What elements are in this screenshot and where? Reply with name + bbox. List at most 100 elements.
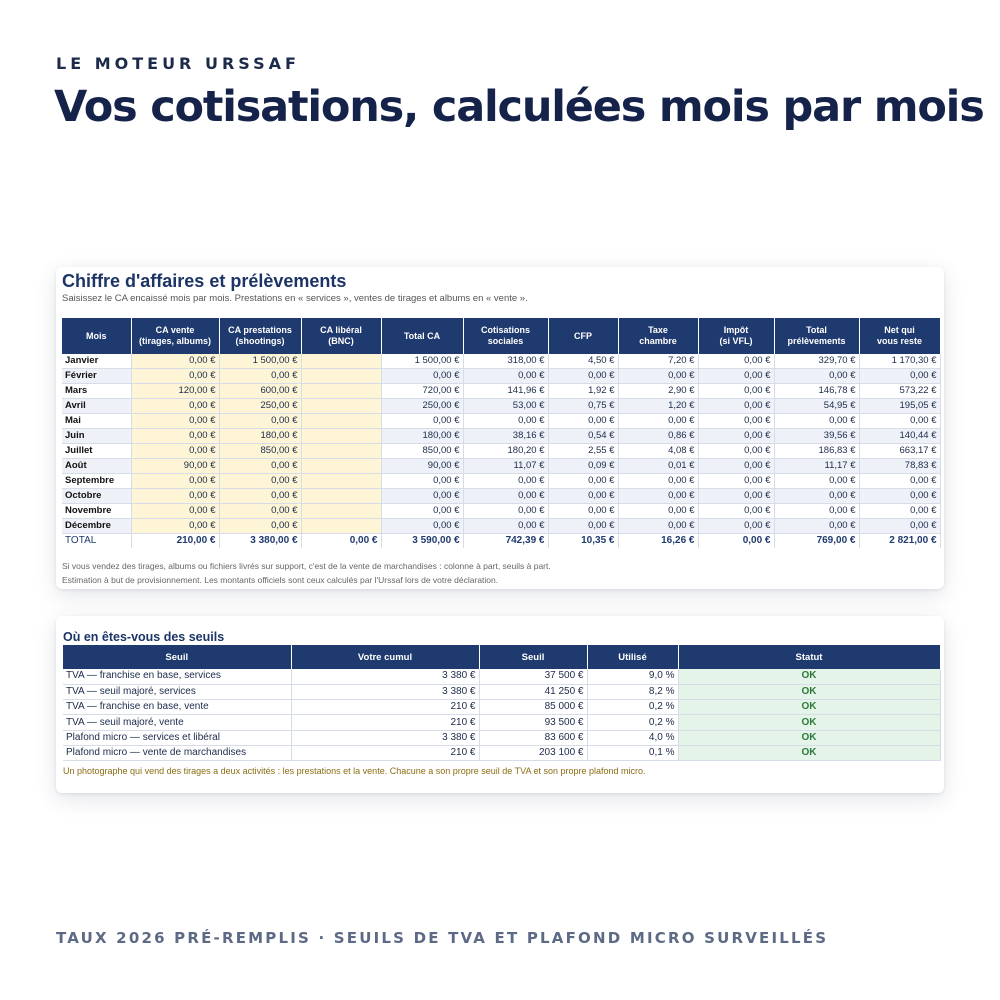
amount-cell: 329,70 € [774, 354, 860, 369]
month-row: Février 0,00 €0,00 €0,00 €0,00 €0,00 €0,0… [62, 368, 941, 384]
revenue-input-cell[interactable] [301, 368, 382, 384]
amount-cell: 0,00 € [381, 368, 464, 384]
amount-cell: 78,83 € [859, 458, 941, 474]
threshold-label: TVA — franchise en base, vente [63, 699, 292, 716]
revenue-input-cell[interactable]: 0,00 € [219, 458, 302, 474]
amount-cell: 90,00 € [381, 458, 464, 474]
amount-cell: 0,09 € [548, 458, 619, 474]
amount-cell: 0,00 € [463, 473, 549, 489]
revenue-input-cell[interactable] [301, 518, 382, 534]
thresholds-table-header: Seuil Votre cumul Seuil Utilisé Statut [63, 645, 941, 669]
revenue-card-subtitle: Saisissez le CA encaissé mois par mois. … [62, 293, 528, 304]
month-label: Janvier [62, 354, 132, 369]
revenue-input-cell[interactable]: 0,00 € [219, 473, 302, 489]
amount-cell: 0,00 € [618, 413, 699, 429]
col-header-line: CA libéral [320, 325, 362, 335]
col-header-line: Cotisations [480, 325, 530, 335]
used-percent: 8,2 % [587, 684, 679, 701]
revenue-input-cell[interactable] [301, 428, 382, 444]
revenue-input-cell[interactable]: 0,00 € [131, 518, 220, 534]
revenue-input-cell[interactable]: 0,00 € [131, 354, 220, 369]
revenue-col-header: CA vente (tirages, albums) [131, 318, 220, 354]
revenue-input-cell[interactable] [301, 383, 382, 399]
revenue-input-cell[interactable]: 0,00 € [219, 518, 302, 534]
amount-cell: 0,00 € [859, 473, 941, 489]
amount-cell: 0,00 € [698, 473, 775, 489]
revenue-input-cell[interactable]: 0,00 € [131, 473, 220, 489]
revenue-input-cell[interactable] [301, 458, 382, 474]
amount-cell: 0,00 € [774, 473, 860, 489]
two-activities-note: Un photographe qui vend des tirages a de… [63, 766, 646, 776]
month-row: Juillet 0,00 €850,00 €850,00 €180,20 €2,5… [62, 443, 941, 459]
revenue-input-cell[interactable] [301, 473, 382, 489]
col-header-line: Net qui [884, 325, 915, 335]
col-header-subline: (BNC) [328, 336, 354, 346]
month-row: Avril 0,00 €250,00 €250,00 €53,00 €0,75 €… [62, 398, 941, 414]
amount-cell: 53,00 € [463, 398, 549, 414]
revenue-input-cell[interactable]: 0,00 € [131, 398, 220, 414]
revenue-input-cell[interactable]: 0,00 € [131, 428, 220, 444]
amount-cell: 0,00 € [698, 354, 775, 369]
revenue-input-cell[interactable]: 0,00 € [131, 443, 220, 459]
revenue-input-cell[interactable]: 180,00 € [219, 428, 302, 444]
revenue-input-cell[interactable] [301, 488, 382, 504]
cumul-amount: 3 380 € [291, 684, 480, 701]
estimate-note: Estimation à but de provisionnement. Les… [62, 575, 499, 585]
amount-cell: 1,20 € [618, 398, 699, 414]
revenue-input-cell[interactable]: 0,00 € [219, 503, 302, 519]
amount-cell: 0,00 € [381, 488, 464, 504]
amount-cell: 1 170,30 € [859, 354, 941, 369]
amount-cell: 0,01 € [618, 458, 699, 474]
col-header-subline: (shootings) [235, 336, 285, 346]
revenue-input-cell[interactable]: 0,00 € [131, 503, 220, 519]
threshold-amount: 41 250 € [479, 684, 588, 701]
cumul-amount: 210 € [291, 699, 480, 716]
revenue-input-cell[interactable] [301, 443, 382, 459]
revenue-table-header: Mois CA vente (tirages, albums) CA prestati… [62, 318, 941, 354]
revenue-input-cell[interactable]: 90,00 € [131, 458, 220, 474]
amount-cell: 0,00 € [463, 413, 549, 429]
revenue-col-header: CA prestations (shootings) [219, 318, 302, 354]
amount-cell: 0,00 € [548, 488, 619, 504]
amount-cell: 0,00 € [618, 488, 699, 504]
revenue-input-cell[interactable]: 0,00 € [131, 413, 220, 429]
amount-cell: 7,20 € [618, 354, 699, 369]
amount-cell: 850,00 € [381, 443, 464, 459]
status-badge: OK [678, 714, 941, 731]
cumul-amount: 210 € [291, 745, 480, 762]
thresholds-card-title: Où en êtes-vous des seuils [63, 630, 225, 644]
status-badge: OK [678, 745, 941, 762]
revenue-input-cell[interactable]: 600,00 € [219, 383, 302, 399]
revenue-input-cell[interactable]: 1 500,00 € [219, 354, 302, 369]
month-row: Octobre 0,00 €0,00 €0,00 €0,00 €0,00 €0,0… [62, 488, 941, 504]
used-percent: 9,0 % [587, 669, 679, 685]
revenue-input-cell[interactable]: 0,00 € [219, 488, 302, 504]
revenue-input-cell[interactable]: 0,00 € [131, 368, 220, 384]
month-row: Août 90,00 €0,00 €90,00 €11,07 €0,09 €0,0… [62, 458, 941, 474]
amount-cell: 0,86 € [618, 428, 699, 444]
revenue-input-cell[interactable]: 0,00 € [219, 413, 302, 429]
thresholds-table: Seuil Votre cumul Seuil Utilisé Statut TVA —… [63, 645, 941, 762]
revenue-table: Mois CA vente (tirages, albums) CA prestati… [62, 318, 941, 548]
amount-cell: 0,00 € [698, 428, 775, 444]
revenue-input-cell[interactable]: 850,00 € [219, 443, 302, 459]
revenue-col-header: Impôt (si VFL) [698, 318, 775, 354]
amount-cell: 4,08 € [618, 443, 699, 459]
col-header-subline: (si VFL) [719, 336, 753, 346]
month-label: Mars [62, 383, 132, 399]
threshold-amount: 37 500 € [479, 669, 588, 685]
revenue-input-cell[interactable]: 0,00 € [131, 488, 220, 504]
threshold-row: TVA — franchise en base, services 3 380 €… [63, 669, 941, 685]
revenue-input-cell[interactable]: 250,00 € [219, 398, 302, 414]
revenue-input-cell[interactable] [301, 503, 382, 519]
revenue-input-cell[interactable]: 120,00 € [131, 383, 220, 399]
revenue-input-cell[interactable] [301, 413, 382, 429]
revenue-card: Chiffre d'affaires et prélèvements Saisi… [56, 267, 944, 589]
revenue-input-cell[interactable] [301, 398, 382, 414]
amount-cell: 38,16 € [463, 428, 549, 444]
revenue-input-cell[interactable] [301, 354, 382, 369]
revenue-input-cell[interactable]: 0,00 € [219, 368, 302, 384]
total-amount: 3 590,00 € [381, 533, 464, 548]
threshold-col-header: Utilisé [587, 645, 679, 669]
status-badge: OK [678, 730, 941, 746]
